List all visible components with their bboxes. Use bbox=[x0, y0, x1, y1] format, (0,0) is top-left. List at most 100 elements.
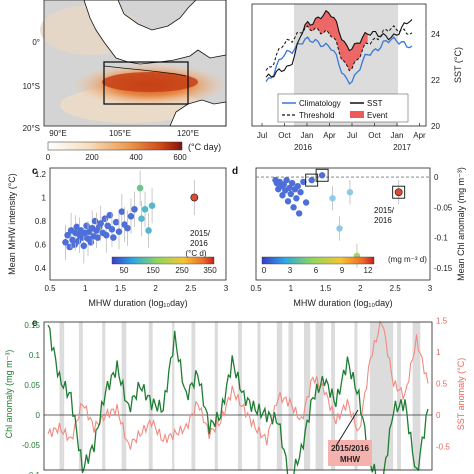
b-xtick-label: Apr bbox=[323, 131, 336, 140]
map-cbar-unit: (°C day) bbox=[188, 142, 221, 152]
b-legend-event-swatch bbox=[350, 111, 364, 118]
d-point bbox=[279, 192, 286, 199]
c-cbar-tick-3: 350 bbox=[203, 266, 217, 275]
d-point bbox=[288, 179, 296, 187]
d-cbar-unit: (mg m⁻³ d) bbox=[388, 255, 427, 264]
map-frame bbox=[43, 0, 227, 127]
b-legend-box bbox=[277, 93, 409, 123]
map-cbar-tick-2: 400 bbox=[129, 153, 143, 162]
d-highlight-point bbox=[394, 188, 403, 197]
c-ytick-label: 0.4 bbox=[35, 264, 47, 273]
c-cbar-tick-2: 250 bbox=[175, 266, 189, 275]
b-legend-clim: Climatology bbox=[299, 99, 341, 108]
b-year-2017: 2017 bbox=[393, 143, 411, 152]
d-xlabel: MHW duration (log₁₀day) bbox=[293, 298, 392, 308]
c-point bbox=[136, 184, 144, 192]
d-ytick-label: -0.05 bbox=[434, 203, 453, 212]
d-point bbox=[295, 210, 303, 217]
map-study-box bbox=[103, 61, 189, 105]
c-frame bbox=[49, 167, 227, 281]
e-ytick-right-label: 1.5 bbox=[436, 316, 448, 325]
c-point bbox=[141, 205, 149, 213]
c-xtick-label: 2 bbox=[153, 284, 158, 293]
c-xtick-label: 0.5 bbox=[44, 284, 56, 293]
d-point bbox=[318, 172, 326, 179]
b-event-area bbox=[292, 10, 368, 71]
d-marked-box bbox=[305, 173, 319, 187]
d-point bbox=[286, 184, 293, 192]
d-cbar-tick-0: 0 bbox=[262, 266, 267, 275]
c-point bbox=[106, 211, 114, 219]
e-ylabel-left: Chl anomaly (mg m⁻³) bbox=[4, 350, 14, 439]
map-lat-tick-2: 20°S bbox=[23, 124, 40, 133]
e-chl-anomaly-line bbox=[47, 324, 429, 474]
d-point bbox=[308, 176, 315, 184]
e-annot-1: 2015/2016 bbox=[331, 444, 369, 453]
d-annot-2: 2016 bbox=[374, 216, 392, 225]
e-shade-group bbox=[59, 322, 421, 470]
d-ytick-group: 0 -0.05 -0.1 -0.15 bbox=[434, 173, 453, 273]
c-point bbox=[127, 213, 135, 220]
b-xtick-label: Jul bbox=[347, 131, 357, 140]
e-mhw-band bbox=[303, 322, 311, 470]
c-annot-2: 2016 bbox=[190, 239, 208, 248]
d-point bbox=[329, 195, 336, 202]
panel-c-scatter: c 2015/ 2016 50 150 250 350 (°C d) 0.5 1 1… bbox=[7, 166, 229, 308]
c-point bbox=[103, 231, 110, 239]
b-climatology-line bbox=[265, 36, 413, 85]
e-frame bbox=[43, 321, 433, 471]
e-mhw-band bbox=[315, 322, 324, 470]
b-ytick-2: 24 bbox=[431, 30, 440, 39]
panel-b-timeseries: Climatology SST Threshold Event Jul Oct Ja… bbox=[251, 3, 463, 152]
map-cbar-tick-1: 200 bbox=[85, 153, 99, 162]
d-xtick-label: 2.5 bbox=[390, 284, 402, 293]
c-point bbox=[112, 218, 120, 226]
map-lon-tick-1: 105°E bbox=[109, 129, 131, 138]
d-point bbox=[290, 204, 297, 211]
d-point bbox=[284, 198, 292, 205]
d-xtick-label: 2 bbox=[358, 284, 363, 293]
b-ylabel: SST (°C) bbox=[453, 47, 463, 83]
d-point bbox=[283, 176, 290, 184]
e-mhw-band bbox=[397, 322, 401, 470]
d-point bbox=[293, 195, 300, 202]
e-mhw-band bbox=[172, 322, 175, 470]
c-point-group bbox=[62, 170, 199, 264]
c-cbar-unit: (°C d) bbox=[186, 249, 207, 258]
e-sst-anomaly-line bbox=[47, 320, 429, 450]
d-point bbox=[346, 189, 354, 196]
e-ytick-group: 0.150.10.050-0.05-0.11.510.50-0.5-1 bbox=[22, 316, 451, 474]
b-legend-sst: SST bbox=[367, 99, 383, 108]
e-mhw-band bbox=[78, 322, 83, 470]
b-xtick-label: Apr bbox=[413, 131, 426, 140]
d-xtick-label: 1 bbox=[289, 284, 294, 293]
b-xtick-label: Oct bbox=[278, 131, 291, 140]
b-frame bbox=[251, 3, 427, 127]
b-xtick-label: Jan bbox=[301, 131, 314, 140]
e-ytick-left-label: 0.1 bbox=[29, 351, 41, 360]
e-ytick-left-label: 0.15 bbox=[24, 321, 40, 330]
e-mhw-band bbox=[191, 322, 196, 470]
c-ytick-group: 0.4 0.6 0.8 1 1.2 bbox=[35, 170, 47, 273]
map-hotspot-core bbox=[102, 72, 198, 92]
c-xtick-label: 1 bbox=[83, 284, 88, 293]
b-ytick-0: 20 bbox=[431, 122, 440, 131]
c-xtick-label: 2.5 bbox=[185, 284, 197, 293]
c-point bbox=[115, 228, 123, 235]
e-annot-arrow bbox=[335, 409, 359, 447]
b-line-group bbox=[265, 9, 413, 85]
c-xtick-label: 3 bbox=[224, 284, 229, 293]
d-ylabel: Mean Chl anomaly (mg m⁻³) bbox=[456, 167, 466, 281]
c-ytick-label: 0.8 bbox=[35, 217, 47, 226]
e-ylabel-right: SST anomaly (°C) bbox=[456, 358, 466, 430]
d-point bbox=[294, 182, 301, 190]
c-point bbox=[83, 222, 90, 230]
map-lon-tick-0: 90°E bbox=[49, 129, 66, 138]
b-legend-event: Event bbox=[367, 111, 388, 120]
map-colorbar bbox=[47, 141, 183, 151]
d-ytick-label: 0 bbox=[434, 173, 439, 182]
b-xtick-label: Oct bbox=[368, 131, 381, 140]
c-point bbox=[80, 242, 88, 250]
c-point bbox=[97, 220, 104, 227]
